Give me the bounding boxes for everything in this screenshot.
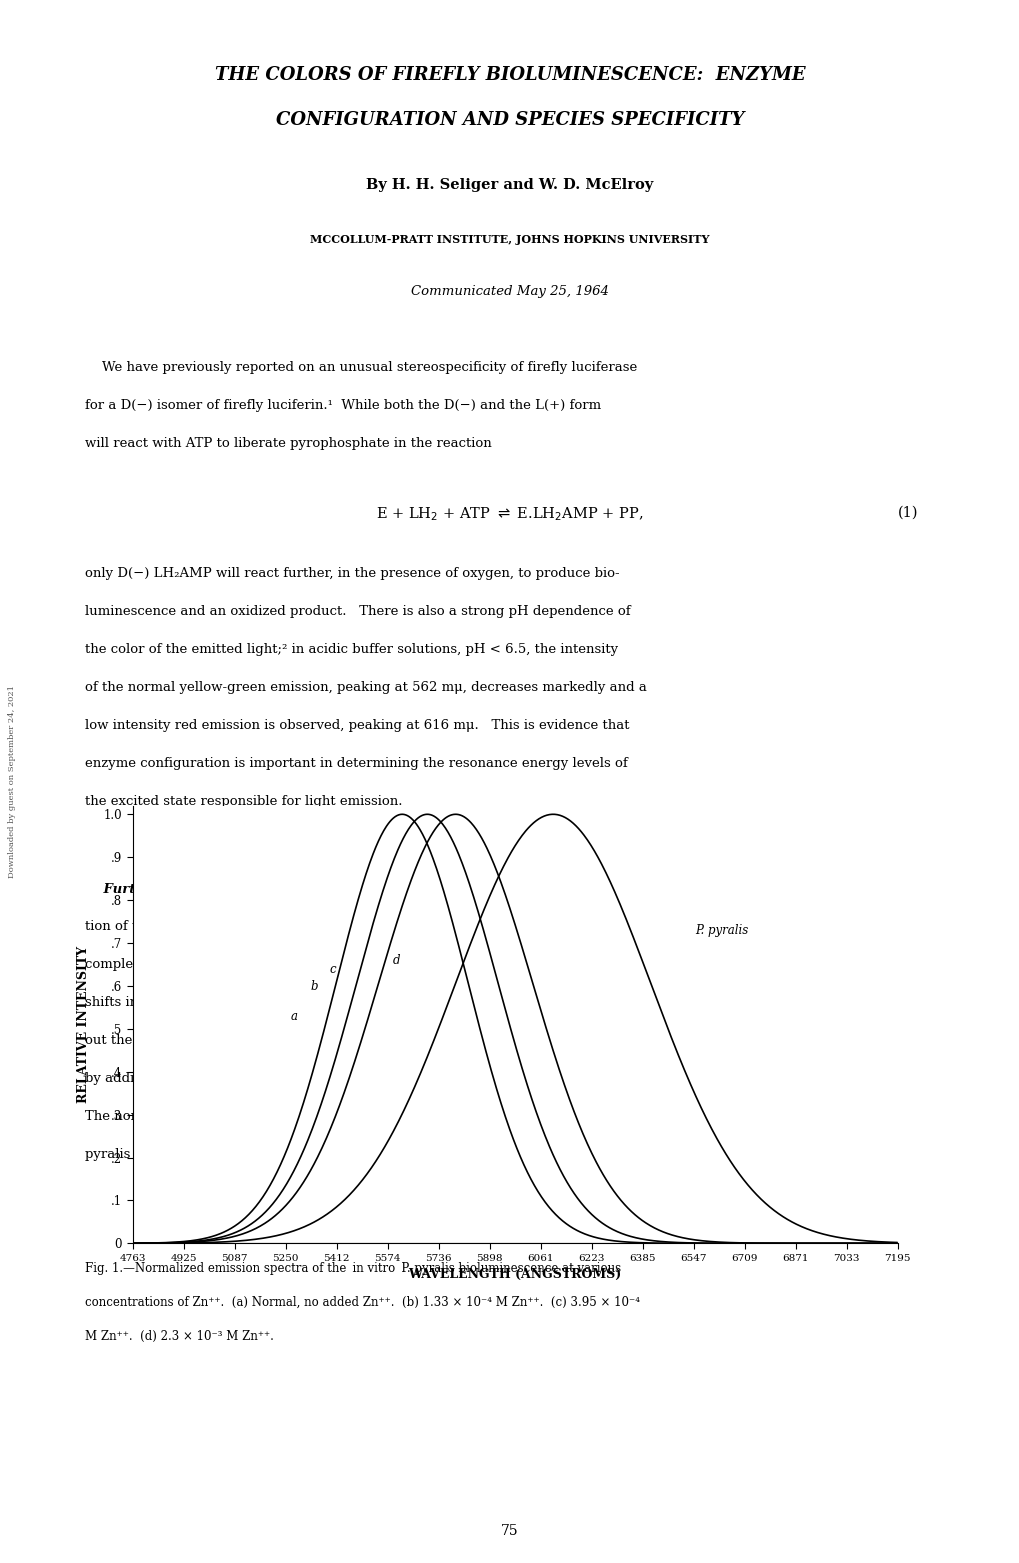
Text: tion of the enzyme in acidic buffer, the pH effect on the emission spectrum shif: tion of the enzyme in acidic buffer, the… — [85, 921, 633, 933]
Text: of the normal yellow-green emission, peaking at 562 mμ, decreases markedly and a: of the normal yellow-green emission, pea… — [85, 681, 646, 694]
Text: luminescence and an oxidized product.   There is also a strong pH dependence of: luminescence and an oxidized product. Th… — [85, 605, 630, 619]
Text: 75: 75 — [500, 1524, 519, 1538]
Text: for a D(−) isomer of firefly luciferin.¹  While both the D(−) and the L(+) form: for a D(−) isomer of firefly luciferin.¹… — [85, 399, 600, 413]
Text: —Except for the partial denaturation: —Except for the partial denaturation — [552, 883, 799, 896]
Text: By H. H. Seliger and W. D. McElroy: By H. H. Seliger and W. D. McElroy — [366, 178, 653, 192]
Text: Downloaded by guest on September 24, 2021: Downloaded by guest on September 24, 202… — [8, 685, 16, 878]
Text: (1): (1) — [897, 505, 917, 519]
Text: Further Evidence for Configurational Changes.: Further Evidence for Configurational Cha… — [85, 883, 452, 896]
X-axis label: WAVELENGTH (ANGSTROMS): WAVELENGTH (ANGSTROMS) — [408, 1268, 622, 1282]
Text: We have previously reported on an unusual stereospecificity of firefly luciferas: We have previously reported on an unusua… — [85, 361, 636, 374]
Text: c: c — [329, 963, 336, 975]
Text: E + LH$_2$ + ATP $\rightleftharpoons$ E.LH$_2$AMP + PP,: E + LH$_2$ + ATP $\rightleftharpoons$ E.… — [376, 505, 643, 524]
Text: P. pyralis: P. pyralis — [694, 924, 747, 938]
Text: the excited state responsible for light emission.: the excited state responsible for light … — [85, 796, 401, 808]
Text: MCCOLLUM-PRATT INSTITUTE, JOHNS HOPKINS UNIVERSITY: MCCOLLUM-PRATT INSTITUTE, JOHNS HOPKINS … — [310, 234, 709, 245]
Text: enzyme configuration is important in determining the resonance energy levels of: enzyme configuration is important in det… — [85, 756, 627, 771]
Text: The normalized emission spectra of the in vitro bioluminescence of purified Phot: The normalized emission spectra of the i… — [85, 1110, 652, 1124]
Text: out the reaction in 0.2 M urea and at normal pH values (7.6) in glycyl glycine b: out the reaction in 0.2 M urea and at no… — [85, 1035, 651, 1047]
Text: shifts in emission spectra by increasing the temperature of the reaction, by car: shifts in emission spectra by increasing… — [85, 997, 650, 1010]
Text: CONFIGURATION AND SPECIES SPECIFICITY: CONFIGURATION AND SPECIES SPECIFICITY — [275, 111, 744, 128]
Text: M Zn⁺⁺.  (d) 2.3 × 10⁻³ M Zn⁺⁺.: M Zn⁺⁺. (d) 2.3 × 10⁻³ M Zn⁺⁺. — [85, 1330, 273, 1343]
Text: a: a — [290, 1010, 298, 1024]
Text: low intensity red emission is observed, peaking at 616 mμ.   This is evidence th: low intensity red emission is observed, … — [85, 719, 629, 731]
Text: pyralis luciferase for various Zn⁺⁺ concentrations are shown in Figure 1.  The: pyralis luciferase for various Zn⁺⁺ conc… — [85, 1149, 605, 1161]
Text: THE COLORS OF FIREFLY BIOLUMINESCENCE:  ENZYME: THE COLORS OF FIREFLY BIOLUMINESCENCE: E… — [214, 66, 805, 84]
Text: Fig. 1.—Normalized emission spectra of the  in vitro  P. pyralis bioluminescence: Fig. 1.—Normalized emission spectra of t… — [85, 1261, 621, 1275]
Text: will react with ATP to liberate pyrophosphate in the reaction: will react with ATP to liberate pyrophos… — [85, 438, 491, 450]
Text: only D(−) LH₂AMP will react further, in the presence of oxygen, to produce bio-: only D(−) LH₂AMP will react further, in … — [85, 567, 619, 580]
Text: Communicated May 25, 1964: Communicated May 25, 1964 — [411, 284, 608, 299]
Text: completely reversible.   We have been able to observe these same reversible red: completely reversible. We have been able… — [85, 958, 623, 972]
Text: the color of the emitted light;² in acidic buffer solutions, pH < 6.5, the inten: the color of the emitted light;² in acid… — [85, 644, 618, 656]
Y-axis label: RELATIVE INTENSITY: RELATIVE INTENSITY — [76, 946, 90, 1103]
Text: b: b — [311, 980, 318, 993]
Text: d: d — [392, 955, 399, 967]
Text: by adding small concentrations of Zn⁺⁺, Cd⁺⁺, and Hg⁺⁺ cations, as chlorides.: by adding small concentrations of Zn⁺⁺, … — [85, 1072, 604, 1085]
Text: concentrations of Zn⁺⁺.  (a) Normal, no added Zn⁺⁺.  (b) 1.33 × 10⁻⁴ M Zn⁺⁺.  (c: concentrations of Zn⁺⁺. (a) Normal, no a… — [85, 1296, 639, 1308]
